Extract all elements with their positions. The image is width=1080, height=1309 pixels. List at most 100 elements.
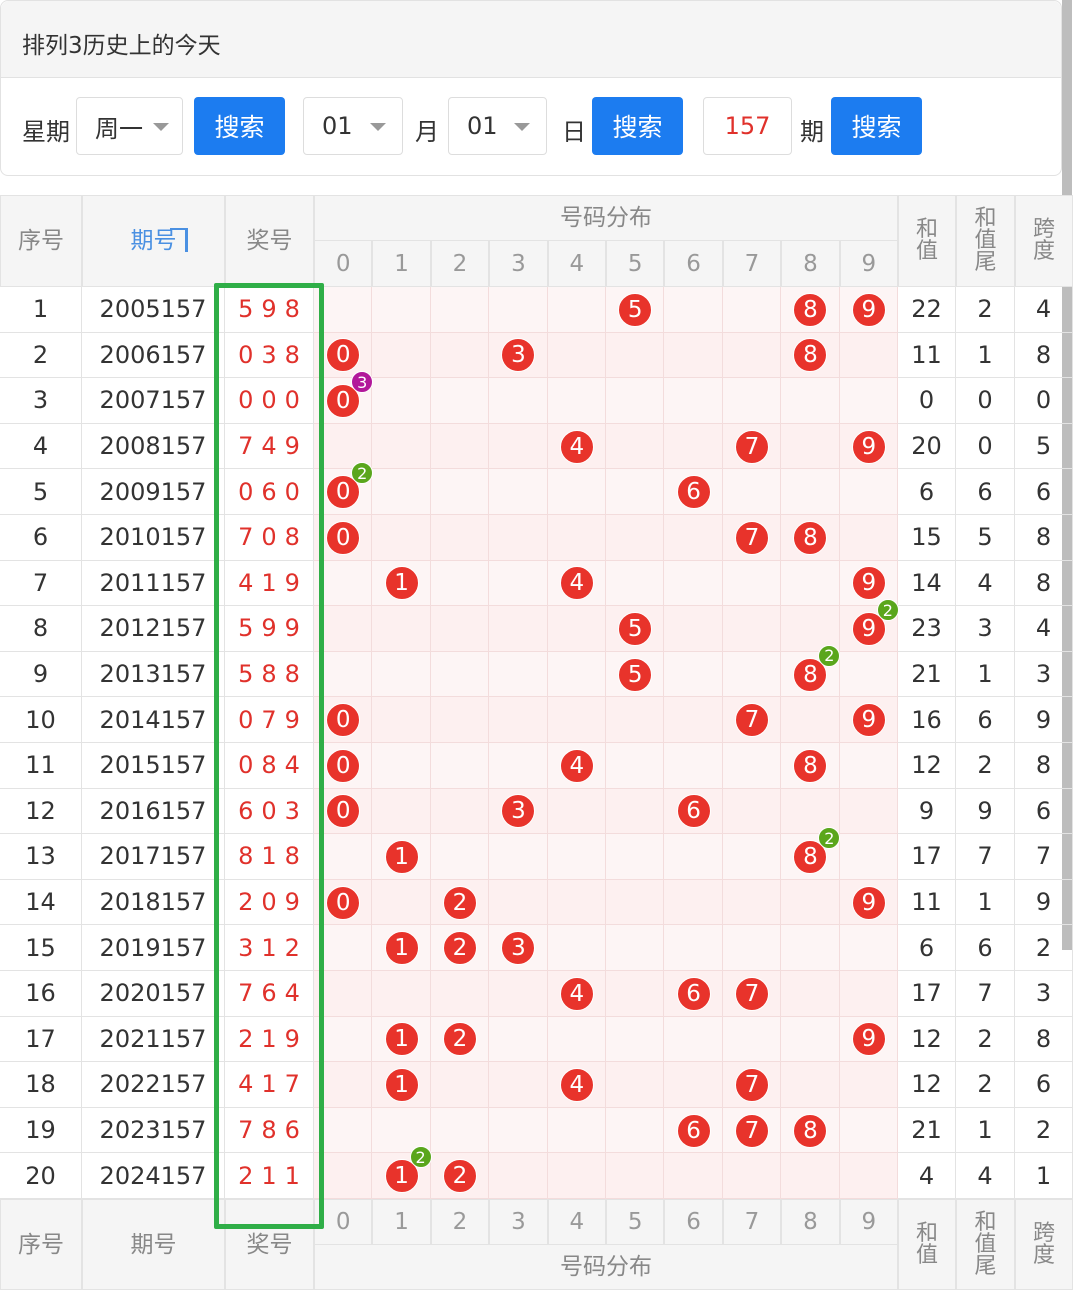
number-ball: 1 — [384, 931, 419, 966]
cell: 11 — [898, 879, 956, 926]
dist-cell — [489, 423, 548, 470]
column-header: 和值 — [898, 195, 956, 287]
cell: 588 — [225, 651, 314, 698]
number-ball: 0 — [326, 748, 361, 783]
number-ball: 0 — [326, 338, 361, 373]
cell: 6 — [956, 925, 1015, 971]
cell: 2 — [1015, 925, 1073, 971]
cell: 12 — [898, 1016, 956, 1063]
cell: 2024157 — [82, 1153, 225, 1199]
weekday-select[interactable]: 周一 — [76, 97, 183, 155]
repeat-badge: 2 — [876, 599, 899, 621]
search-button[interactable]: 搜索 — [194, 97, 285, 155]
cell: 9 — [898, 788, 956, 835]
caret — [370, 123, 386, 131]
cell: 2013157 — [82, 651, 225, 698]
dist-cell — [839, 515, 898, 561]
dist-cell — [664, 1016, 723, 1063]
cell: 2005157 — [82, 287, 225, 333]
sort-icon — [170, 228, 188, 252]
column-header: 跨度 — [1015, 1199, 1073, 1290]
digit-header: 6 — [664, 240, 723, 287]
digit-header: 7 — [722, 240, 782, 287]
month-select[interactable]: 01 — [303, 97, 403, 155]
dist-cell — [781, 788, 840, 835]
dist-cell — [606, 879, 665, 926]
dist-cell — [430, 515, 490, 561]
cell: 2019157 — [82, 925, 225, 971]
cell: 6 — [1015, 788, 1073, 835]
dist-cell — [547, 651, 606, 698]
dist-cell — [722, 287, 782, 333]
dist-cell — [430, 423, 490, 470]
search-button[interactable]: 搜索 — [831, 97, 922, 155]
digit-header: 9 — [839, 240, 898, 287]
cell: 11 — [898, 332, 956, 379]
dist-cell — [722, 469, 782, 515]
dist-cell — [839, 1062, 898, 1108]
number-ball: 8 — [793, 1113, 828, 1148]
dist-cell — [664, 515, 723, 561]
number-ball: 4 — [559, 748, 594, 783]
number-ball: 8 — [793, 520, 828, 555]
cell: 10 — [0, 697, 82, 743]
cell: 2020157 — [82, 971, 225, 1017]
cell: 4 — [898, 1153, 956, 1199]
cell: 23 — [898, 606, 956, 652]
number-ball: 9 — [851, 566, 886, 601]
cell: 0 — [956, 378, 1015, 424]
dist-cell — [664, 378, 723, 424]
digit-header: 3 — [489, 240, 548, 287]
dist-cell — [372, 697, 431, 743]
cell: 21 — [898, 651, 956, 698]
dist-cell — [489, 879, 548, 926]
dist-cell — [547, 332, 606, 379]
dist-cell — [606, 332, 665, 379]
dist-cell — [839, 743, 898, 789]
number-ball: 2 — [443, 931, 477, 966]
digit-header: 1 — [372, 1199, 431, 1245]
cell: 000 — [225, 378, 314, 424]
digit-header: 8 — [781, 240, 840, 287]
cell: 599 — [225, 606, 314, 652]
dist-cell — [664, 1153, 723, 1199]
period-input[interactable]: 157 — [703, 97, 792, 155]
cell: 6 — [956, 697, 1015, 743]
cell: 0 — [956, 423, 1015, 470]
dist-cell — [489, 651, 548, 698]
dist-cell — [839, 651, 898, 698]
dist-cell — [547, 697, 606, 743]
cell: 2009157 — [82, 469, 225, 515]
cell: 2023157 — [82, 1107, 225, 1154]
dist-cell — [722, 834, 782, 880]
cell: 2012157 — [82, 606, 225, 652]
dist-cell — [722, 1153, 782, 1199]
cell: 17 — [898, 971, 956, 1017]
cell: 6 — [1015, 469, 1073, 515]
dist-cell — [781, 606, 840, 652]
cell: 19 — [0, 1107, 82, 1154]
column-header: 和值 — [898, 1199, 956, 1290]
cell: 2 — [956, 743, 1015, 789]
dist-cell — [547, 606, 606, 652]
digit-header: 9 — [839, 1199, 898, 1245]
dist-cell — [664, 651, 723, 698]
search-button[interactable]: 搜索 — [592, 97, 683, 155]
dist-cell — [372, 1107, 431, 1154]
dist-cell — [839, 788, 898, 835]
number-ball: 2 — [443, 1022, 477, 1057]
cell: 7 — [956, 834, 1015, 880]
cell: 0 — [898, 378, 956, 424]
day-select[interactable]: 01 — [448, 97, 547, 155]
dist-cell — [722, 606, 782, 652]
column-header: 奖号 — [225, 195, 314, 287]
number-ball: 6 — [676, 794, 711, 829]
cell: 1 — [956, 651, 1015, 698]
column-header: 序号 — [0, 1199, 82, 1290]
title-bar — [1, 1, 1061, 78]
number-ball: 4 — [559, 566, 594, 601]
dist-cell — [547, 925, 606, 971]
dist-cell — [547, 287, 606, 333]
dist-cell — [781, 423, 840, 470]
